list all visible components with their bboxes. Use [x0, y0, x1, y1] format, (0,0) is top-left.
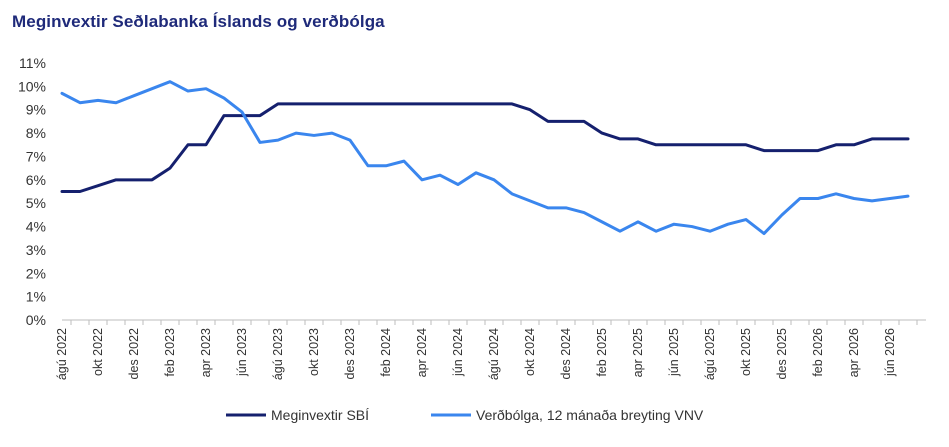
legend-label-1: Meginvextir SBÍ: [271, 407, 369, 423]
x-tick-label: des 2025: [775, 328, 789, 379]
x-tick-label: jún 2024: [451, 328, 465, 377]
x-tick-label: feb 2025: [595, 328, 609, 377]
y-tick-label: 6%: [26, 172, 46, 188]
x-tick-label: feb 2024: [379, 328, 393, 377]
x-tick-label: apr 2023: [199, 328, 213, 377]
legend: Meginvextir SBÍ Verðbólga, 12 mánaða brey…: [226, 407, 704, 423]
y-tick-label: 4%: [26, 219, 46, 235]
y-tick-label: 8%: [26, 125, 46, 141]
series-lines: [60, 80, 910, 236]
x-tick-label: jún 2026: [883, 328, 897, 377]
y-axis: 0% 1% 2% 3% 4% 5% 6% 7% 8% 9% 10% 11%: [18, 55, 46, 328]
y-tick-label: 10%: [18, 78, 46, 94]
x-tick-label: ágú 2024: [487, 328, 501, 380]
y-tick-label: 7%: [26, 148, 46, 164]
y-tick-label: 5%: [26, 195, 46, 211]
y-tick-label: 0%: [26, 312, 46, 328]
y-tick-label: 9%: [26, 102, 46, 118]
series-line-1: [60, 102, 910, 193]
x-tick-label: ágú 2023: [271, 328, 285, 380]
x-tick-label: okt 2025: [739, 328, 753, 376]
x-tick-label: jún 2025: [667, 328, 681, 377]
x-tick-label: des 2022: [127, 328, 141, 379]
x-tick-label: okt 2024: [523, 328, 537, 376]
x-axis: ágú 2022 okt 2022 des 2022 feb 2023 apr 2023…: [55, 319, 926, 380]
x-tick-label: jún 2023: [235, 328, 249, 377]
x-tick-label: apr 2024: [415, 328, 429, 377]
y-tick-label: 2%: [26, 265, 46, 281]
x-tick-label: apr 2026: [847, 328, 861, 377]
chart-title: Meginvextir Seðlabanka Íslands og verðbó…: [12, 12, 385, 31]
y-tick-label: 11%: [19, 55, 46, 71]
series-line-2: [60, 80, 910, 236]
x-tick-label: okt 2023: [307, 328, 321, 376]
x-tick-label: des 2024: [559, 328, 573, 379]
y-tick-label: 3%: [26, 242, 46, 258]
x-tick-label: apr 2025: [631, 328, 645, 377]
legend-label-2: Verðbólga, 12 mánaða breyting VNV: [476, 407, 704, 423]
x-tick-label: ágú 2025: [703, 328, 717, 380]
x-tick-label: feb 2026: [811, 328, 825, 377]
x-tick-label: ágú 2022: [55, 328, 69, 380]
x-tick-label: des 2023: [343, 328, 357, 379]
y-tick-label: 1%: [26, 289, 46, 305]
x-tick-label: feb 2023: [163, 328, 177, 377]
x-tick-label: okt 2022: [91, 328, 105, 376]
